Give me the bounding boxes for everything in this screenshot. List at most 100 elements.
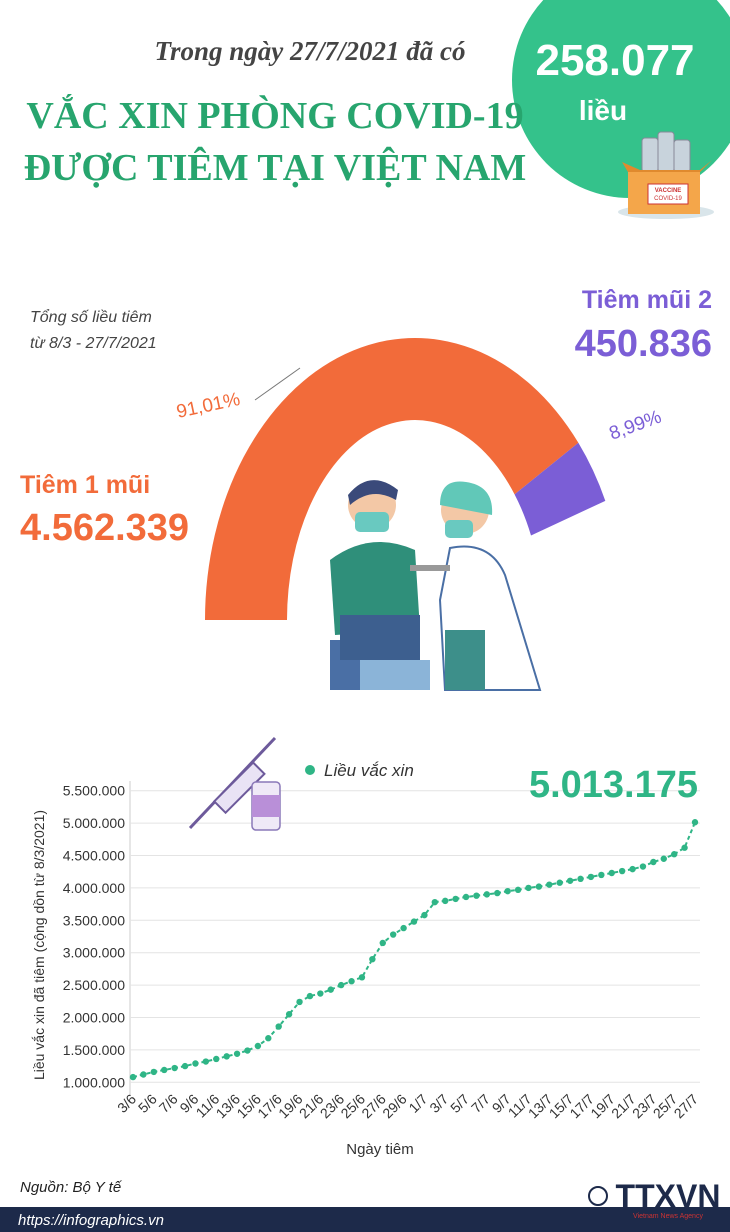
annotation: 5.013.175 <box>529 764 698 806</box>
data-point <box>691 819 699 826</box>
vaccine-box: VACCINE COVID-19 <box>618 131 714 219</box>
y-tick-label: 4.500.000 <box>63 848 125 864</box>
series-line <box>132 821 696 1079</box>
data-point <box>306 992 314 1000</box>
data-point <box>546 881 553 888</box>
data-point <box>140 1071 147 1078</box>
data-point <box>629 865 636 873</box>
data-point <box>369 955 376 963</box>
data-point <box>639 863 647 870</box>
data-point <box>556 879 563 886</box>
box-label: VACCINE <box>655 188 682 194</box>
data-point <box>275 1023 282 1030</box>
data-point <box>265 1035 272 1042</box>
dose1-label: Tiêm 1 mũi <box>20 471 150 499</box>
data-point <box>233 1050 241 1057</box>
leader-line <box>254 367 301 401</box>
y-tick-label: 4.000.000 <box>63 880 125 896</box>
data-point <box>223 1053 230 1060</box>
data-point <box>254 1042 262 1050</box>
data-point <box>348 978 355 985</box>
copyright-icon <box>588 1186 608 1206</box>
data-point <box>566 877 574 884</box>
y-tick-label: 3.500.000 <box>63 912 125 928</box>
y-axis-title: Liều vắc xin đã tiêm (cộng dồn từ 8/3/20… <box>31 810 47 1080</box>
data-point <box>400 924 407 932</box>
dose1-count: 4.562.339 <box>20 507 189 549</box>
total-label: từ 8/3 - 27/7/2021 <box>30 335 157 352</box>
daily-doses: 258.077 <box>535 36 694 85</box>
data-point <box>598 871 605 879</box>
x-tick-label: 27/7 <box>671 1091 702 1122</box>
daily-unit: liều <box>579 95 627 126</box>
data-point <box>296 998 303 1006</box>
data-point <box>192 1060 199 1067</box>
data-point <box>525 884 532 892</box>
vaccination-illustration <box>330 480 542 691</box>
data-point <box>494 889 501 897</box>
legend-marker <box>305 765 315 775</box>
data-point <box>337 981 345 989</box>
donut-segment <box>514 442 606 536</box>
y-tick-label: 5.500.000 <box>63 783 125 799</box>
data-point <box>181 1062 189 1070</box>
data-point <box>379 939 386 947</box>
agency: Vietnam News Agency <box>633 1213 703 1220</box>
data-point <box>660 855 667 862</box>
data-point <box>171 1064 178 1072</box>
y-tick-label: 1.000.000 <box>63 1074 125 1090</box>
data-point <box>462 893 470 901</box>
data-point <box>452 895 459 903</box>
box-label: COVID-19 <box>654 196 682 202</box>
syringe-illustration <box>188 736 281 831</box>
data-point <box>244 1047 251 1054</box>
y-tick-label: 3.000.000 <box>63 945 125 961</box>
donut-segment <box>205 337 579 620</box>
data-point <box>285 1011 293 1018</box>
y-tick-label: 1.500.000 <box>63 1042 125 1058</box>
data-point <box>389 931 397 938</box>
data-point <box>327 986 334 993</box>
data-point <box>681 844 688 851</box>
line-chart: 1.000.000 1.500.000 2.000.000 2.500.000 3.00… <box>31 761 701 1158</box>
data-point <box>410 918 418 925</box>
data-point <box>358 974 366 981</box>
data-point <box>618 867 626 875</box>
dose2-count: 450.836 <box>575 323 712 365</box>
data-point <box>213 1055 220 1063</box>
source: Nguồn: Bộ Y tế <box>20 1179 123 1196</box>
data-point <box>317 990 324 997</box>
donut-value-label: 91,01% <box>175 389 243 423</box>
data-point <box>129 1073 137 1081</box>
legend-label: Liều vắc xin <box>324 761 414 780</box>
dose2-label: Tiêm mũi 2 <box>582 286 712 314</box>
total-label: Tổng số liều tiêm <box>30 308 152 326</box>
data-point <box>442 897 449 905</box>
footer-url: https://infographics.vn <box>18 1212 164 1229</box>
donut-chart: 91,01% 8,99% <box>175 337 665 620</box>
data-point <box>608 869 615 877</box>
data-point <box>587 873 595 881</box>
data-point <box>161 1066 168 1074</box>
logo: TTXVN <box>616 1178 721 1214</box>
intro-text: Trong ngày 27/7/2021 đã có <box>154 36 465 66</box>
data-point <box>535 883 543 890</box>
data-point <box>577 875 584 883</box>
data-point <box>483 891 491 898</box>
donut-value-label: 8,99% <box>607 407 665 445</box>
data-point <box>421 911 428 919</box>
data-point <box>504 887 511 895</box>
data-point <box>650 858 657 866</box>
y-tick-label: 2.500.000 <box>63 977 125 993</box>
title-line: VẮC XIN PHÒNG COVID-19 <box>26 94 523 137</box>
data-point <box>514 886 522 894</box>
y-tick-label: 2.000.000 <box>63 1009 125 1025</box>
footer-bar <box>0 1207 730 1232</box>
y-tick-label: 5.000.000 <box>63 815 125 831</box>
x-axis-title: Ngày tiêm <box>346 1141 414 1158</box>
data-point <box>473 892 480 899</box>
data-point <box>670 851 678 858</box>
data-point <box>150 1068 158 1076</box>
title-line: ĐƯỢC TIÊM TẠI VIỆT NAM <box>24 147 527 189</box>
